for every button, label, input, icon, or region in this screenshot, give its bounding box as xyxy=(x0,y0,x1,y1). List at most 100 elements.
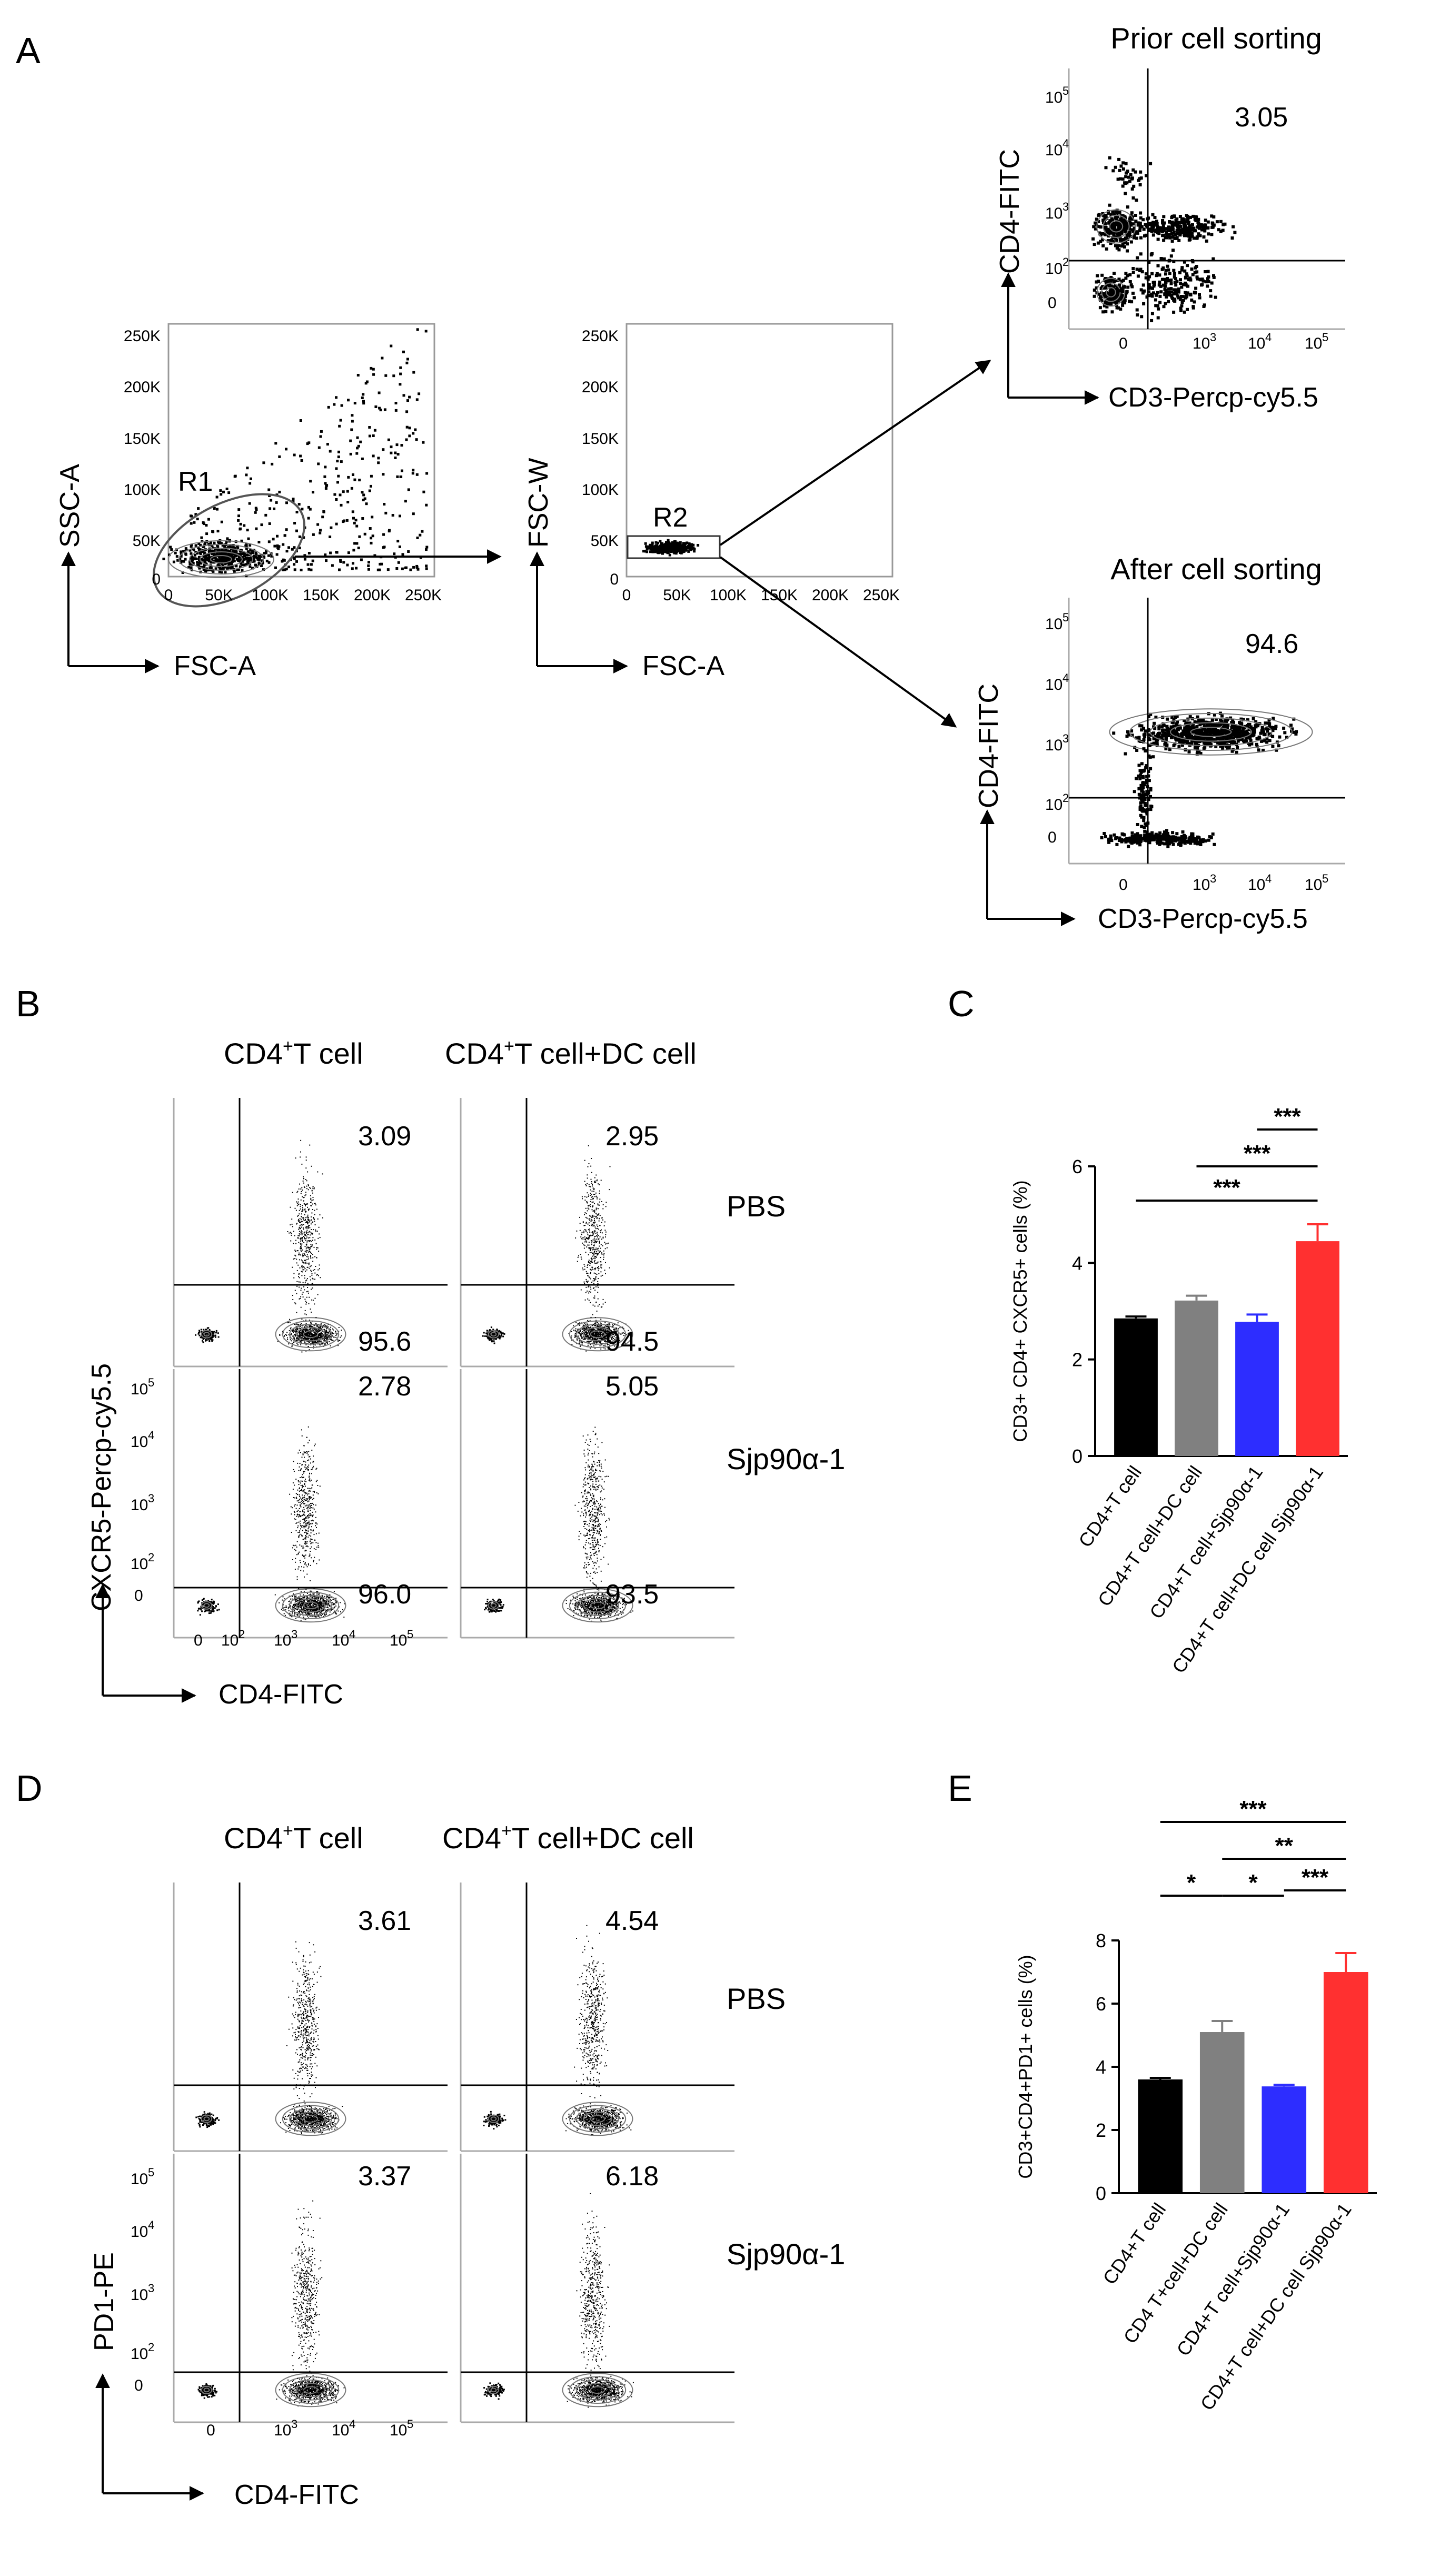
y-tick-exp: 3 xyxy=(148,1492,154,1505)
bar xyxy=(1114,1318,1158,1456)
y-tick: 100K xyxy=(582,481,619,499)
x-tick-exp: 3 xyxy=(1210,331,1216,344)
flow-plot-sjp-cd4 xyxy=(173,1369,448,1639)
x-tick-exp: 4 xyxy=(1265,872,1272,885)
y-tick-label: 6 xyxy=(1072,1156,1083,1177)
significance-label: * xyxy=(1248,1870,1258,1896)
gating-plot-r1: 250K 200K 150K 100K 50K 0 0 50K 100K 150… xyxy=(55,323,442,681)
y-tick: 10 xyxy=(1045,737,1062,754)
category-label: CD4+T cell xyxy=(1098,2199,1170,2288)
y-tick: 150K xyxy=(124,430,161,448)
flow-events-after xyxy=(1100,708,1313,848)
percent-value: 5.05 xyxy=(605,1371,659,1402)
significance-label: *** xyxy=(1213,1175,1240,1201)
x-tick-exp: 4 xyxy=(349,1628,355,1641)
y-tick-exp: 4 xyxy=(148,1429,154,1442)
y-tick-exp: 3 xyxy=(1062,200,1069,213)
bar xyxy=(1296,1241,1339,1456)
x-tick: 10 xyxy=(1305,876,1322,894)
y-tick-exp: 5 xyxy=(148,1376,154,1389)
bar xyxy=(1262,2086,1307,2193)
scatter-dots-r2 xyxy=(642,539,700,557)
y-axis-label: CXCR5-Percp-cy5.5 xyxy=(86,1363,117,1611)
y-tick: 0 xyxy=(152,571,161,588)
y-tick-exp: 2 xyxy=(1062,255,1069,269)
gate-label-r1: R1 xyxy=(178,467,213,497)
percent-value: 4.54 xyxy=(605,1906,659,1936)
significance-label: *** xyxy=(1274,1104,1301,1130)
x-tick-exp: 3 xyxy=(291,1628,297,1641)
y-tick-label: 2 xyxy=(1096,2119,1106,2141)
y-tick-label: 6 xyxy=(1096,1993,1106,2015)
x-tick: 50K xyxy=(663,587,691,604)
x-tick-exp: 4 xyxy=(349,2418,355,2431)
x-tick: 150K xyxy=(303,587,340,604)
significance-label: *** xyxy=(1302,1865,1329,1890)
panel-label-e: E xyxy=(948,1768,972,1809)
y-tick: 10 xyxy=(1045,89,1062,106)
y-tick: 50K xyxy=(133,532,161,550)
y-tick: 250K xyxy=(124,328,161,345)
significance-label: *** xyxy=(1244,1141,1271,1166)
y-tick: 10 xyxy=(131,2286,148,2304)
x-tick: 0 xyxy=(206,2422,215,2439)
y-tick: 10 xyxy=(131,2223,148,2241)
x-tick: 100K xyxy=(252,587,289,604)
percent-value: 93.5 xyxy=(605,1579,659,1610)
percent-value: 96.0 xyxy=(358,1579,411,1610)
y-tick-exp: 3 xyxy=(148,2282,154,2295)
gate-rect-r2 xyxy=(627,535,721,559)
y-tick-exp: 5 xyxy=(1062,84,1069,97)
x-tick: 10 xyxy=(332,1632,349,1649)
y-axis-label: PD1-PE xyxy=(89,2252,120,2351)
flow-plot-pbs-dc xyxy=(460,1883,734,2152)
bar xyxy=(1138,2079,1183,2193)
y-tick: 10 xyxy=(131,2345,148,2363)
x-tick: 10 xyxy=(390,2422,407,2439)
x-tick: 10 xyxy=(1248,876,1265,894)
panel-label-b: B xyxy=(16,983,41,1024)
column-header: CD4+T cell+DC cell xyxy=(445,1036,697,1070)
x-axis-label: CD4-FITC xyxy=(234,2480,359,2510)
y-tick: 10 xyxy=(1045,205,1062,222)
bar xyxy=(1175,1300,1218,1456)
after-sorting-plot: After cell sorting 94.6 10 5 10 4 10 3 10 2 … xyxy=(974,552,1345,934)
percent-value: 3.09 xyxy=(358,1121,411,1152)
y-tick-label: 4 xyxy=(1072,1252,1083,1274)
x-tick: 50K xyxy=(205,587,233,604)
category-label: CD4+T cell+Sjp90α-1 xyxy=(1145,1462,1267,1623)
y-axis-label: FSC-W xyxy=(523,458,554,548)
column-header: CD4+T cell+DC cell xyxy=(442,1821,694,1855)
y-tick-label: 0 xyxy=(1072,1445,1083,1467)
y-tick: 100K xyxy=(124,481,161,499)
x-tick: 10 xyxy=(1193,876,1210,894)
y-tick-exp: 2 xyxy=(148,2341,154,2354)
x-tick: 10 xyxy=(332,2422,349,2439)
x-tick: 10 xyxy=(1305,335,1322,352)
y-tick: 200K xyxy=(582,379,619,396)
y-tick: 0 xyxy=(610,571,619,588)
flow-plot-sjp-dc xyxy=(460,2154,734,2423)
x-tick-exp: 5 xyxy=(407,2418,413,2431)
row-label-sjp: Sjp90α-1 xyxy=(727,2237,845,2271)
percent-value: 94.6 xyxy=(1245,629,1298,659)
y-tick-exp: 4 xyxy=(1062,671,1069,685)
x-tick: 200K xyxy=(354,587,391,604)
row-label-sjp: Sjp90α-1 xyxy=(727,1442,845,1475)
percent-value: 3.61 xyxy=(358,1906,411,1936)
x-tick-exp: 3 xyxy=(1210,872,1216,885)
y-tick-label: 8 xyxy=(1096,1930,1106,1951)
percent-value: 2.95 xyxy=(605,1121,659,1152)
y-tick: 10 xyxy=(131,1555,148,1573)
percent-value: 94.5 xyxy=(605,1326,659,1357)
x-tick: 200K xyxy=(812,587,849,604)
flow-plot-pbs-dc xyxy=(460,1098,734,1368)
bar xyxy=(1235,1322,1279,1456)
percent-value: 6.18 xyxy=(605,2161,659,2192)
gate-arrow xyxy=(719,360,991,546)
row-label-pbs: PBS xyxy=(727,1982,786,2015)
gating-plot-r2: 250K 200K 150K 100K 50K 0 0 50K 100K 150… xyxy=(523,323,900,681)
flow-plot-sjp-dc xyxy=(460,1369,734,1639)
significance-label: * xyxy=(1187,1870,1196,1896)
